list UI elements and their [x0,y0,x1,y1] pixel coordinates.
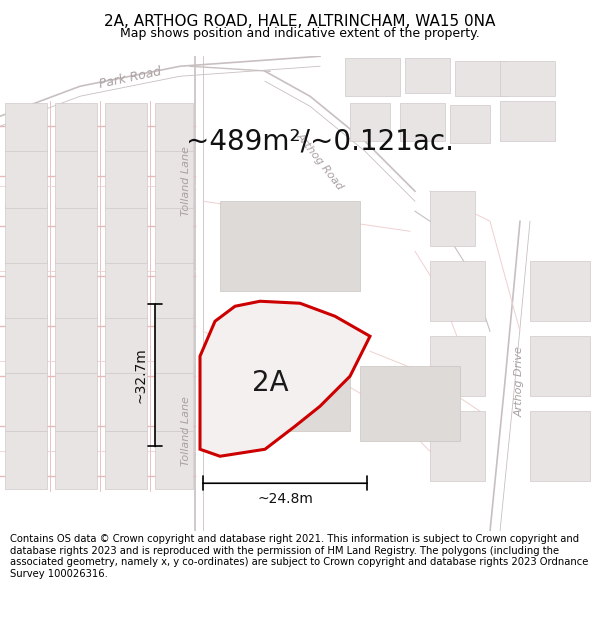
Bar [430,336,485,396]
Bar [5,373,47,431]
Bar [500,61,555,96]
Bar [430,261,485,321]
Bar [455,61,505,96]
Bar [105,150,147,208]
Bar [5,260,47,318]
Text: ~32.7m: ~32.7m [134,348,148,403]
Text: Contains OS data © Crown copyright and database right 2021. This information is : Contains OS data © Crown copyright and d… [10,534,589,579]
Bar [405,58,450,93]
Bar [155,373,193,431]
Text: Map shows position and indicative extent of the property.: Map shows position and indicative extent… [120,28,480,41]
Bar [450,105,490,143]
Bar [155,103,193,151]
Text: Tolland Lane: Tolland Lane [181,146,191,216]
Text: 2A, ARTHOG ROAD, HALE, ALTRINCHAM, WA15 0NA: 2A, ARTHOG ROAD, HALE, ALTRINCHAM, WA15 … [104,14,496,29]
Bar [5,205,47,263]
Bar [155,315,193,373]
Bar [220,201,360,291]
Bar [155,150,193,208]
Bar [105,103,147,151]
Bar [430,411,485,481]
Bar [55,150,97,208]
Bar [5,315,47,373]
Bar [530,336,590,396]
Bar [55,373,97,431]
Bar [5,431,47,489]
Bar [105,315,147,373]
Bar [5,103,47,151]
Bar [155,431,193,489]
Polygon shape [200,301,370,456]
Text: Arthog Road: Arthog Road [295,131,346,192]
Bar [55,315,97,373]
Bar [155,205,193,263]
Bar [345,58,400,96]
Bar [105,205,147,263]
Bar [155,260,193,318]
Text: Arthog Drive: Arthog Drive [515,346,525,417]
Bar [105,431,147,489]
Text: Park Road: Park Road [98,66,162,91]
Bar [360,366,460,441]
Bar [105,260,147,318]
Bar [105,373,147,431]
Bar [500,101,555,141]
Bar [5,150,47,208]
Bar [55,260,97,318]
Bar [430,191,475,246]
Bar [55,431,97,489]
Bar [250,351,350,431]
Bar [530,261,590,321]
Bar [55,103,97,151]
Bar [350,103,390,141]
Text: ~24.8m: ~24.8m [257,492,313,506]
Text: 2A: 2A [251,369,289,398]
Bar [530,411,590,481]
Bar [400,103,445,141]
Text: ~489m²/~0.121ac.: ~489m²/~0.121ac. [186,127,454,155]
Bar [55,205,97,263]
Text: Tolland Lane: Tolland Lane [181,396,191,466]
